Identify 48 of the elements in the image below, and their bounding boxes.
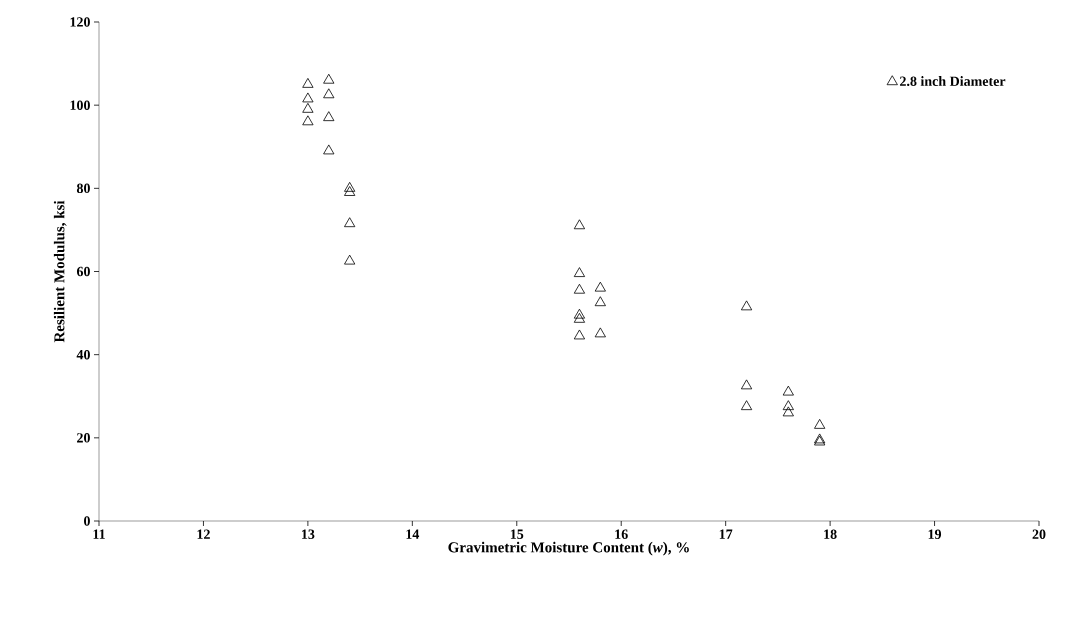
y-axis-title: Resilient Modulus, ksi (53, 200, 67, 343)
y-tick-label: 80 (76, 183, 90, 194)
point (323, 88, 335, 99)
point (323, 144, 335, 155)
point (782, 406, 794, 417)
y-tick-label: 0 (84, 516, 90, 526)
point (594, 281, 606, 292)
x-tick-label: 14 (406, 529, 420, 539)
x-tick-label: 19 (928, 529, 942, 539)
point (814, 418, 826, 429)
y-tick-label: 40 (76, 349, 90, 360)
point (302, 92, 314, 103)
point (344, 217, 356, 228)
x-tick-label: 16 (615, 529, 628, 539)
x-tick-label: 20 (1032, 529, 1046, 539)
point (302, 77, 314, 88)
point (782, 400, 794, 411)
point (573, 308, 586, 319)
point (573, 283, 586, 294)
point (573, 267, 586, 277)
point (594, 296, 606, 307)
point (344, 254, 356, 265)
point (782, 385, 794, 396)
point (573, 312, 586, 323)
point (344, 181, 356, 192)
x-tick-label: 13 (302, 529, 315, 539)
x-tick-label: 18 (824, 529, 837, 539)
point (573, 329, 586, 340)
point (573, 219, 586, 230)
point (302, 102, 314, 113)
point (323, 73, 335, 84)
x-tick-label: 17 (719, 529, 733, 539)
x-axis-title: Gravimetric Moisture Content (w), % (448, 541, 689, 556)
legend-label: 2.8 inch Diameter (900, 76, 1006, 87)
point (344, 186, 356, 196)
x-tick-label: 12 (197, 529, 210, 539)
y-tick-label: 100 (70, 100, 90, 110)
y-tick-label: 120 (70, 17, 90, 27)
point (740, 379, 753, 390)
point (302, 115, 314, 126)
x-tick-label: 11 (93, 529, 105, 539)
point (740, 400, 753, 411)
point (594, 327, 606, 338)
point (323, 111, 335, 122)
y-tick-label: 20 (77, 433, 90, 443)
y-tick-label: 60 (76, 266, 90, 277)
x-tick-label: 15 (510, 529, 524, 539)
point (740, 300, 753, 311)
